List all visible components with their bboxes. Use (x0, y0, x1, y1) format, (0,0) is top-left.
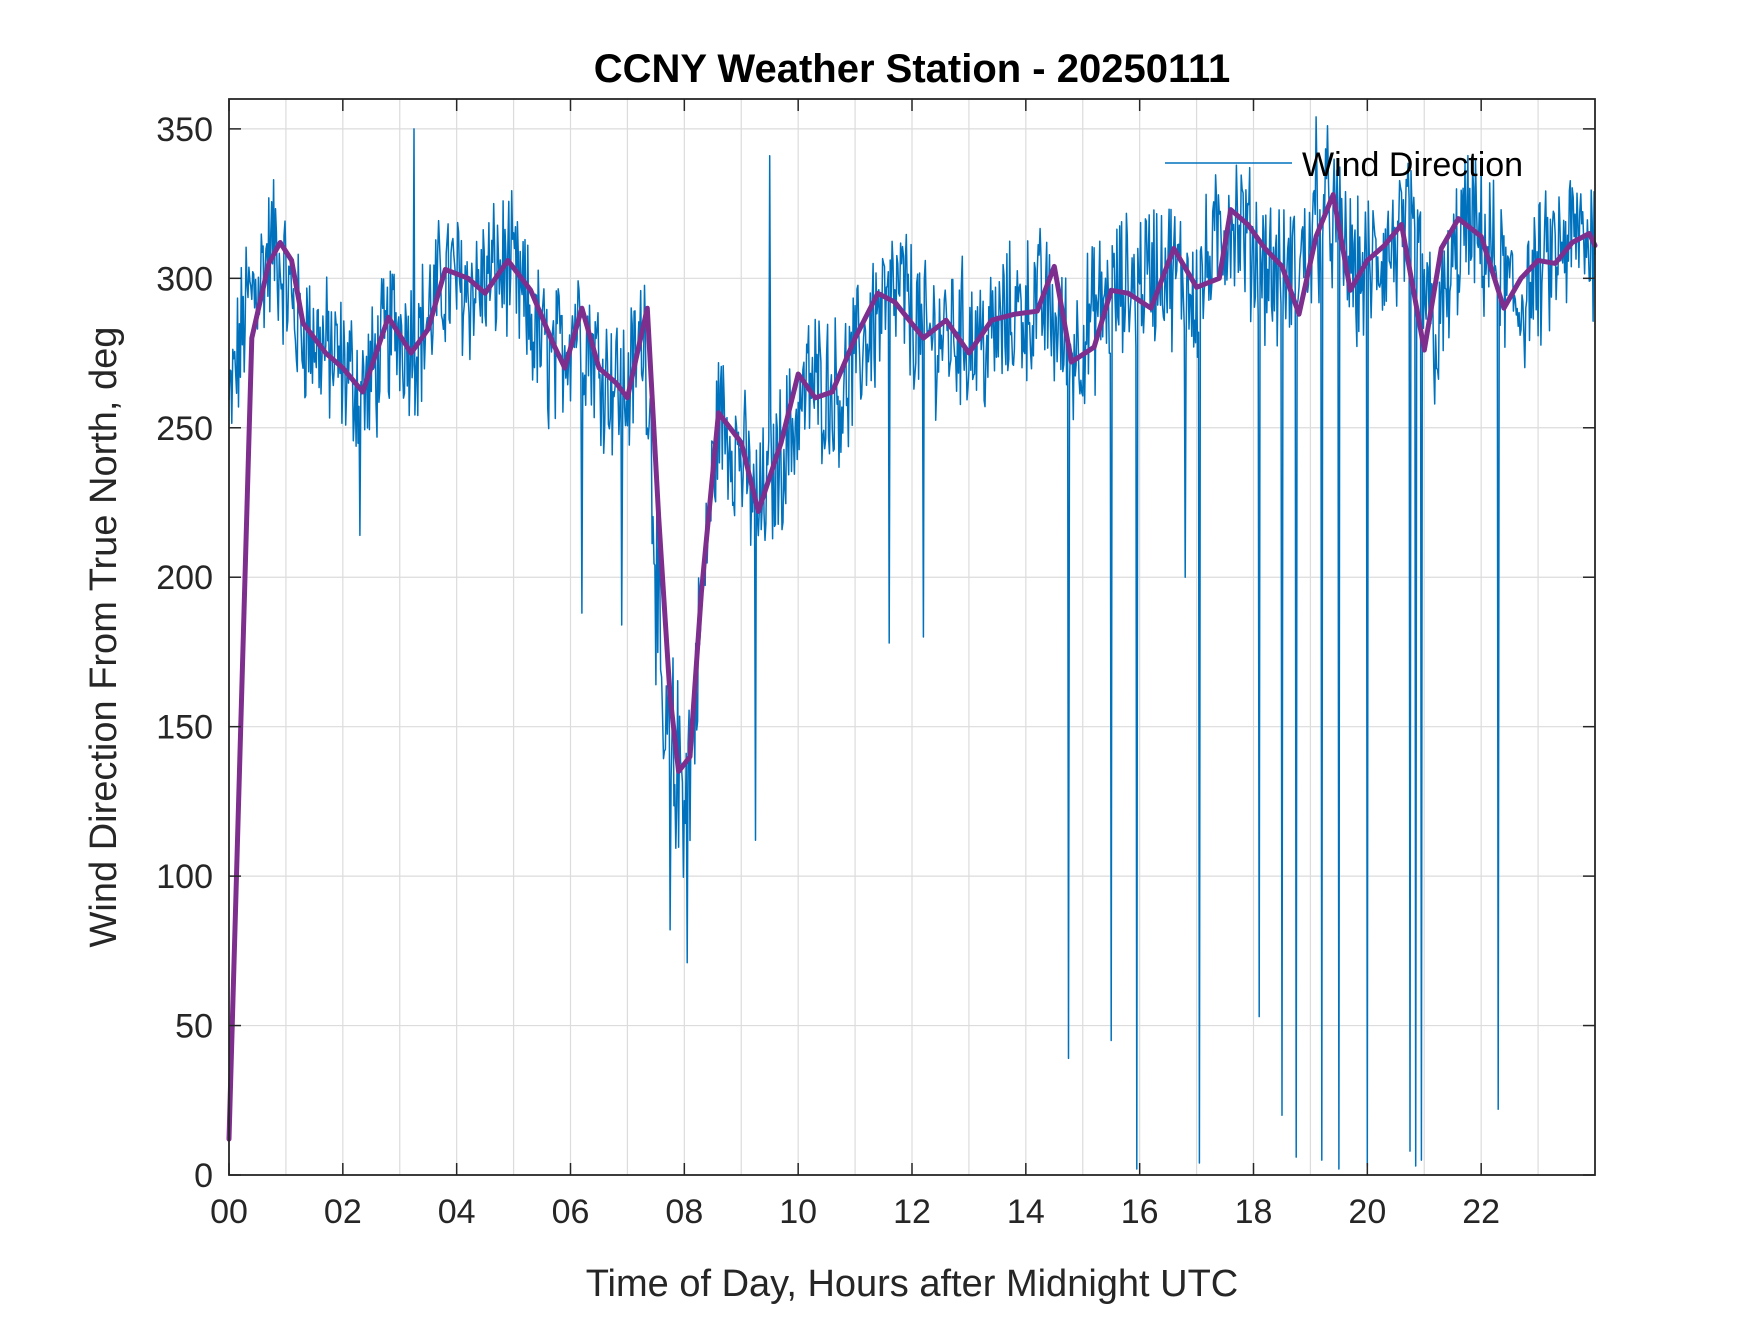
y-tick-label: 100 (156, 858, 213, 896)
x-tick-label: 14 (1007, 1193, 1045, 1231)
x-tick-label: 04 (438, 1193, 476, 1231)
x-tick-label: 18 (1235, 1193, 1273, 1231)
y-tick-label: 200 (156, 559, 213, 597)
y-tick-label: 50 (175, 1008, 213, 1046)
y-tick-label: 0 (194, 1157, 213, 1195)
legend-label-wind-direction: Wind Direction (1302, 146, 1523, 184)
y-tick-labels: 0 50 100 150 200 250 300 350 (156, 111, 213, 1195)
y-tick-label: 250 (156, 410, 213, 448)
x-tick-label: 22 (1462, 1193, 1500, 1231)
y-axis-label: Wind Direction From True North, deg (83, 327, 125, 948)
y-tick-label: 150 (156, 709, 213, 747)
x-tick-label: 08 (665, 1193, 703, 1231)
chart-title: CCNY Weather Station - 20250111 (594, 47, 1231, 91)
y-tick-label: 300 (156, 260, 213, 298)
x-tick-label: 16 (1121, 1193, 1159, 1231)
x-tick-label: 00 (210, 1193, 248, 1231)
x-tick-label: 20 (1348, 1193, 1386, 1231)
smoothed-series-line (226, 192, 1598, 1142)
ticks (228, 99, 1595, 1176)
x-tick-labels: 00 02 04 06 08 10 12 14 16 18 20 22 (210, 1193, 1500, 1231)
legend: Wind Direction (1165, 146, 1523, 184)
x-tick-label: 10 (779, 1193, 817, 1231)
x-tick-label: 02 (324, 1193, 362, 1231)
x-axis-label: Time of Day, Hours after Midnight UTC (586, 1263, 1239, 1305)
x-tick-label: 12 (893, 1193, 931, 1231)
x-tick-label: 06 (552, 1193, 590, 1231)
grid (229, 99, 1595, 1175)
y-tick-label: 350 (156, 111, 213, 149)
